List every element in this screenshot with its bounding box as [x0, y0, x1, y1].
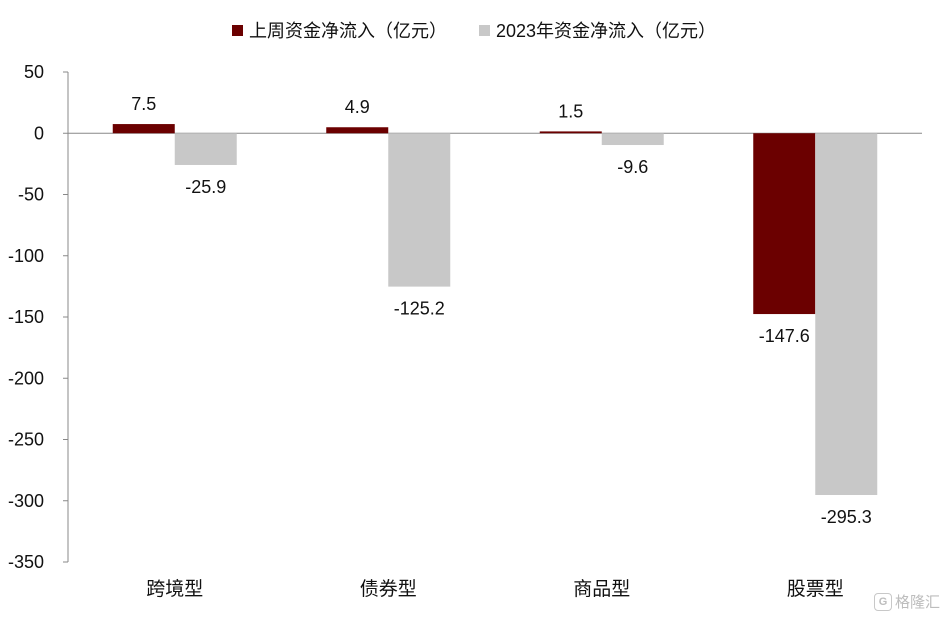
bar-2023 [174, 133, 237, 165]
y-tick-label: -350 [8, 552, 44, 572]
legend-item-last-week: 上周资金净流入（亿元） [231, 17, 447, 43]
y-tick-label: -250 [8, 430, 44, 450]
data-label: -125.2 [394, 299, 445, 319]
bar-2023 [815, 133, 878, 495]
y-tick-label: -50 [18, 185, 44, 205]
y-tick-label: 0 [34, 123, 44, 143]
legend-label-2023: 2023年资金净流入（亿元） [495, 21, 717, 41]
bar-last-week [753, 133, 816, 315]
y-tick-label: -100 [8, 246, 44, 266]
data-label: -295.3 [821, 507, 872, 527]
x-category-label: 债券型 [360, 578, 417, 600]
y-tick-label: -150 [8, 307, 44, 327]
bar-2023 [601, 133, 664, 146]
legend-label-last-week: 上周资金净流入（亿元） [248, 21, 447, 41]
x-category-label: 跨境型 [146, 578, 203, 600]
data-label: 4.9 [345, 97, 370, 117]
data-label: 1.5 [558, 101, 583, 121]
watermark-logo-icon: G [873, 592, 892, 611]
watermark-text: 格隆汇 [894, 594, 940, 611]
legend: 上周资金净流入（亿元） 2023年资金净流入（亿元） [0, 17, 948, 43]
bar-last-week [326, 127, 389, 134]
bar-2023 [388, 133, 451, 287]
x-category-label: 商品型 [573, 578, 630, 600]
watermark: G 格隆汇 [873, 591, 940, 612]
x-category-label: 股票型 [787, 578, 844, 600]
data-label: 7.5 [131, 94, 156, 114]
y-tick-label: -300 [8, 491, 44, 511]
y-tick-label: -200 [8, 368, 44, 388]
bar-last-week [112, 124, 175, 134]
data-label: -25.9 [185, 177, 226, 197]
bar-last-week [539, 131, 602, 134]
legend-item-2023: 2023年资金净流入（亿元） [478, 17, 717, 43]
y-tick-label: 50 [24, 62, 44, 82]
legend-swatch-last-week [231, 24, 243, 36]
legend-swatch-2023 [478, 24, 490, 36]
data-label: -9.6 [617, 157, 648, 177]
data-label: -147.6 [759, 326, 810, 346]
